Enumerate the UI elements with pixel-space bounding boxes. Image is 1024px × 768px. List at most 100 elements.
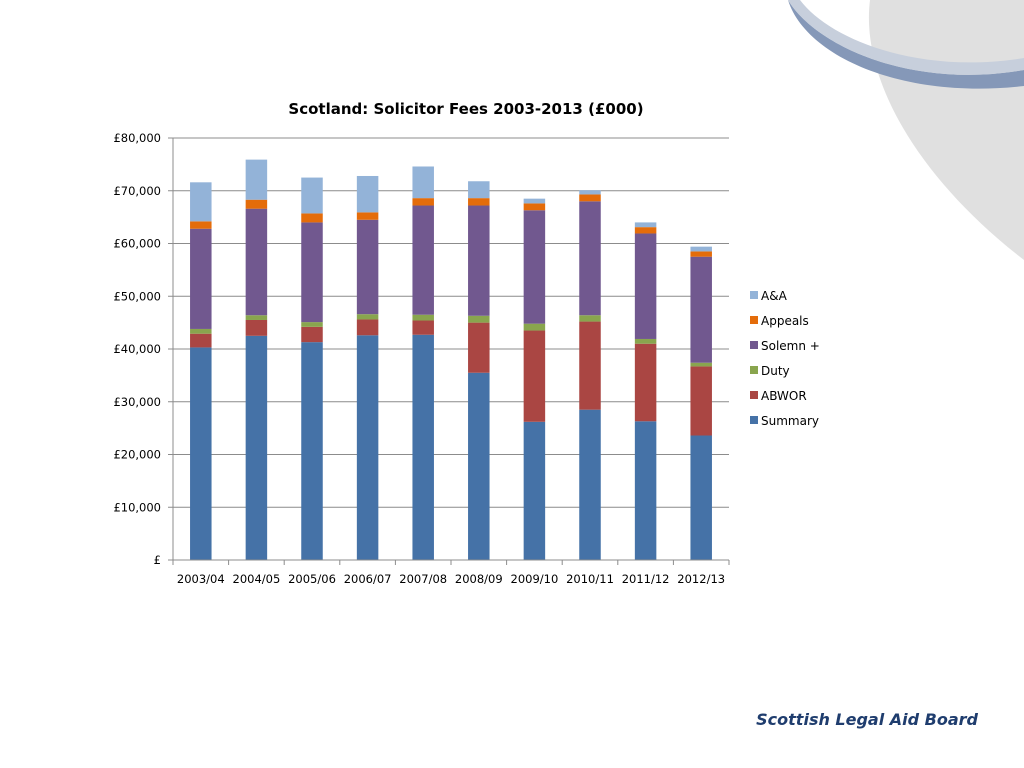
bar-segment xyxy=(634,338,657,344)
legend-swatch xyxy=(750,316,758,324)
bar-segment xyxy=(523,330,546,422)
legend-label: Summary xyxy=(761,414,819,428)
legend-label: Solemn + xyxy=(761,339,820,353)
bar-segment xyxy=(245,199,268,209)
bar-segment xyxy=(412,205,434,315)
bars xyxy=(190,159,712,560)
x-tick-label: 2009/10 xyxy=(511,572,559,586)
bar-segment xyxy=(690,251,712,257)
bar-segment xyxy=(412,320,434,335)
bar-segment xyxy=(245,315,268,320)
legend-swatch xyxy=(750,366,758,374)
bar-segment xyxy=(301,322,323,327)
y-tick-label: £ xyxy=(154,553,161,567)
bar-segment xyxy=(690,362,712,367)
y-tick-label: £30,000 xyxy=(113,395,161,409)
bar-segment xyxy=(190,347,212,560)
bar-segment xyxy=(356,219,379,315)
x-tick-label: 2012/13 xyxy=(677,572,725,586)
bar-segment xyxy=(634,343,657,422)
bar-segment xyxy=(356,212,379,220)
axes xyxy=(168,137,730,565)
swoosh-light-arc xyxy=(788,0,1024,75)
legend-swatch xyxy=(750,291,758,299)
bar-segment xyxy=(523,323,546,331)
bar-segment xyxy=(468,198,490,206)
legend-label: A&A xyxy=(761,289,788,303)
bar-segment xyxy=(468,315,490,323)
bar-segment xyxy=(523,198,546,204)
legend-label: Duty xyxy=(761,364,790,378)
bar-segment xyxy=(301,342,323,560)
bar-segment xyxy=(412,166,434,199)
bar-segment xyxy=(301,326,323,343)
bar-segment xyxy=(412,198,434,206)
bar-segment xyxy=(301,213,323,223)
y-tick-label: £20,000 xyxy=(113,448,161,462)
bar-segment xyxy=(245,335,268,560)
x-tick-label: 2004/05 xyxy=(233,572,281,586)
y-axis-tick-labels: £ £10,000 £20,000 £30,000 £40,000 £50,000 £60,… xyxy=(113,131,161,567)
bar-segment xyxy=(190,228,212,329)
bar-segment xyxy=(468,181,490,199)
x-tick-label: 2003/04 xyxy=(177,572,225,586)
bar-segment xyxy=(190,328,212,334)
x-axis-tick-labels: 2003/04 2004/05 2005/06 2006/07 2007/08 2008/… xyxy=(177,572,725,586)
x-tick-label: 2011/12 xyxy=(622,572,670,586)
bar-segment xyxy=(690,256,712,363)
y-tick-label: £10,000 xyxy=(113,500,161,514)
bar-segment xyxy=(523,421,546,560)
x-tick-label: 2005/06 xyxy=(288,572,336,586)
bar-segment xyxy=(356,335,379,560)
y-tick-label: £50,000 xyxy=(113,289,161,303)
bar-segment xyxy=(190,221,212,229)
bar-segment xyxy=(634,222,657,228)
bar-segment xyxy=(579,194,601,202)
bar-segment xyxy=(579,321,601,410)
footer-brand: Scottish Legal Aid Board xyxy=(756,710,978,729)
bar-segment xyxy=(412,334,434,560)
x-tick-label: 2008/09 xyxy=(455,572,503,586)
bar-segment xyxy=(579,315,601,322)
bar-segment xyxy=(356,314,379,320)
swoosh-dark-arc xyxy=(788,0,1024,89)
bar-segment xyxy=(579,201,601,316)
bar-segment xyxy=(190,182,212,222)
y-tick-label: £40,000 xyxy=(113,342,161,356)
legend-item: Solemn + xyxy=(750,339,820,353)
bar-segment xyxy=(690,366,712,436)
bar-segment xyxy=(301,177,323,214)
legend-swatch xyxy=(750,391,758,399)
legend-item: A&A xyxy=(750,289,788,303)
legend-label: Appeals xyxy=(761,314,809,328)
y-tick-label: £70,000 xyxy=(113,184,161,198)
bar-segment xyxy=(190,333,212,348)
bar-segment xyxy=(245,319,268,336)
y-tick-label: £80,000 xyxy=(113,131,161,145)
bar-segment xyxy=(579,190,601,195)
x-tick-label: 2010/11 xyxy=(566,572,614,586)
bar-segment xyxy=(634,421,657,560)
x-tick-label: 2006/07 xyxy=(344,572,392,586)
legend-swatch xyxy=(750,341,758,349)
bar-segment xyxy=(523,203,546,211)
legend-item: Summary xyxy=(750,414,819,428)
x-tick-label: 2007/08 xyxy=(399,572,447,586)
bar-segment xyxy=(523,210,546,324)
legend-item: ABWOR xyxy=(750,389,807,403)
bar-segment xyxy=(634,233,657,339)
bar-segment xyxy=(468,205,490,316)
bar-segment xyxy=(690,435,712,560)
legend-item: Duty xyxy=(750,364,790,378)
legend-label: ABWOR xyxy=(761,389,807,403)
legend-swatch xyxy=(750,416,758,424)
bar-segment xyxy=(412,314,434,321)
bar-segment xyxy=(690,246,712,252)
legend: A&A Appeals Solemn + Duty ABWOR Summary xyxy=(750,289,820,428)
bar-segment xyxy=(468,322,490,373)
bar-segment xyxy=(468,372,490,560)
bar-segment xyxy=(579,409,601,560)
bar-segment xyxy=(356,175,379,213)
